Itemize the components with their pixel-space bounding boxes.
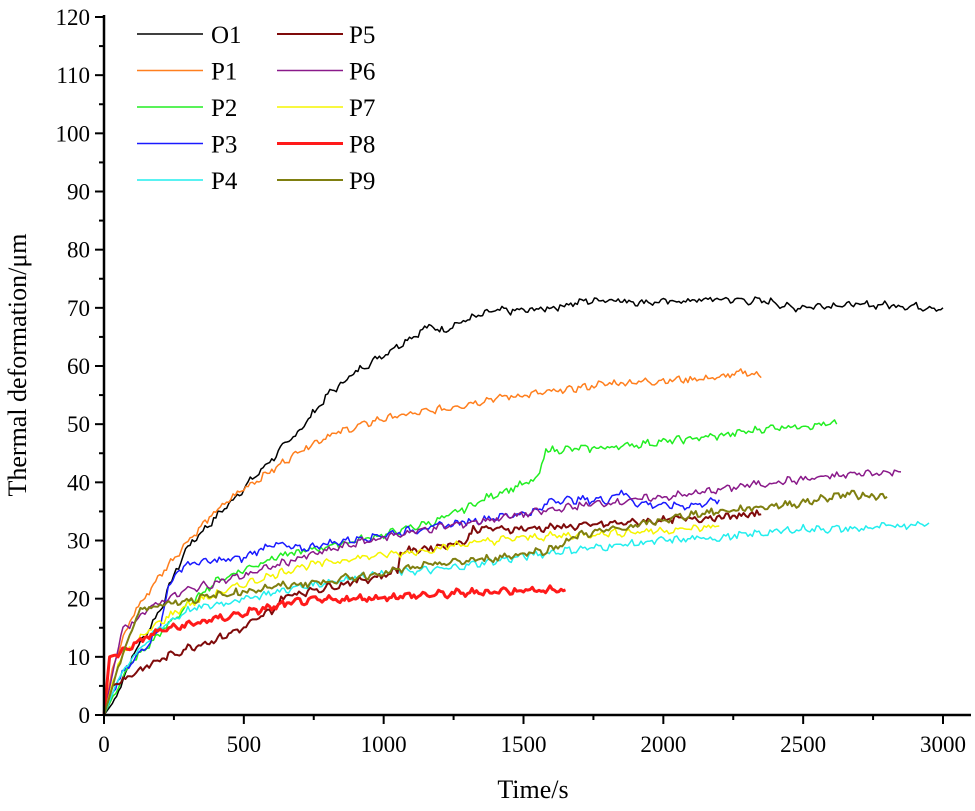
y-tick-label: 80 [67,238,90,263]
series-line-p4 [103,520,930,716]
legend-label-p6: P6 [349,59,375,86]
x-axis-label: Time/s [497,775,568,804]
legend: O1 P1 P2 P3 P4 P5 P6 P7 P8 P9 [137,22,375,195]
legend-label-p9: P9 [349,168,375,195]
y-tick-label: 90 [67,180,90,205]
series-line-p2 [103,419,838,716]
y-tick-label: 30 [67,529,90,554]
legend-label-p5: P5 [349,22,375,49]
x-tick-label: 3000 [920,732,966,757]
x-tick-label: 2000 [640,732,686,757]
y-axis-label: Thermal deformation/μm [3,233,32,496]
y-tick-label: 20 [67,587,90,612]
y-tick-label: 10 [67,645,90,670]
legend-label-p4: P4 [211,168,238,195]
y-tick-label: 40 [67,470,90,495]
series-line-p9 [103,489,888,716]
x-tick-label: 0 [98,732,110,757]
x-tick-label: 1500 [501,732,547,757]
legend-label-p8: P8 [349,132,375,159]
series-line-p6 [103,469,902,716]
y-tick-label: 50 [67,412,90,437]
y-tick-label: 100 [56,121,91,146]
y-tick-label: 70 [67,296,90,321]
x-tick-label: 500 [227,732,262,757]
legend-label-p2: P2 [211,95,237,122]
y-tick-label: 110 [56,63,90,88]
x-tick-label: 2500 [780,732,826,757]
series-line-p1 [103,368,762,716]
legend-label-p1: P1 [211,59,237,86]
legend-label-p7: P7 [349,95,375,122]
series-line-p7 [103,524,720,716]
y-tick-label: 0 [79,703,91,728]
series-line-p8 [102,584,567,716]
x-tick-label: 1000 [361,732,407,757]
legend-label-p3: P3 [211,132,237,159]
series-line-o1 [103,296,944,716]
series-layer [102,296,944,716]
y-tick-label: 120 [56,5,91,30]
legend-label-o1: O1 [211,22,242,49]
series-line-p5 [103,509,762,716]
y-tick-label: 60 [67,354,90,379]
ticks: 0 500 1000 1500 2000 2500 3000 0 10 20 30 40 50 60 70 8… [56,5,967,757]
